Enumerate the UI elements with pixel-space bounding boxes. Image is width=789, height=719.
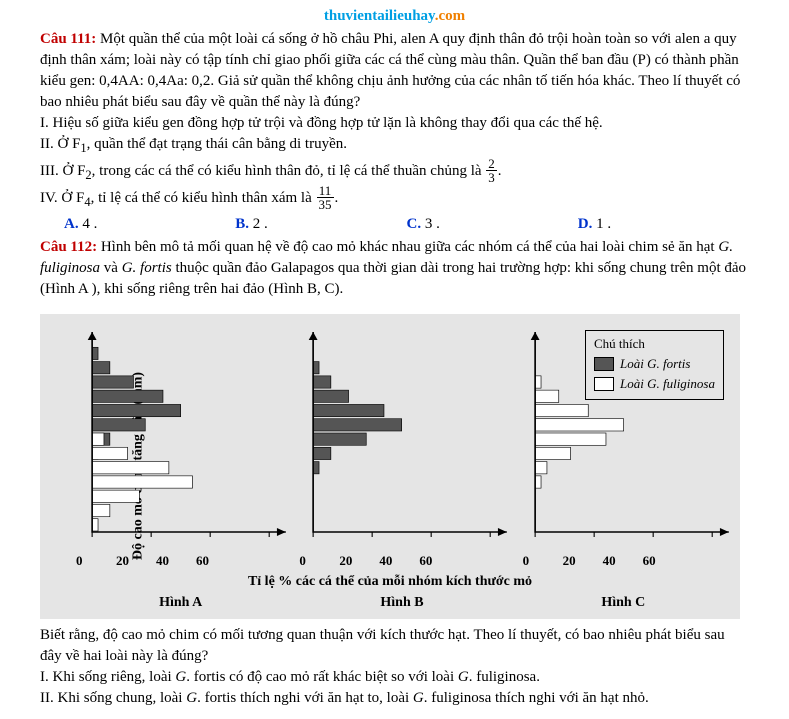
q111-answers: A. 4 . B. 2 . C. 3 . D. 1 . [40, 212, 749, 237]
q111-label: Câu 111: [40, 31, 96, 47]
question-111: Câu 111: Một quần thể của một loài cá số… [40, 29, 749, 113]
page-content: Câu 111: Một quần thể của một loài cá số… [0, 27, 789, 310]
panel-C: Chú thích Loài G. fortis Loài G. fuligin… [513, 322, 734, 552]
caption-B: Hình B [291, 593, 512, 613]
site-name-2: .com [435, 8, 465, 24]
answer-D[interactable]: D. 1 . [578, 214, 749, 235]
answer-A[interactable]: A. 4 . [64, 214, 235, 235]
answer-C[interactable]: C. 3 . [407, 214, 578, 235]
caption-A: Hình A [70, 593, 291, 613]
ticks-B: 0204060 [293, 552, 516, 570]
q111-statement-1: I. Hiệu số giữa kiểu gen đồng hợp tử trộ… [40, 113, 749, 134]
q112-statement-2: II. Khi sống chung, loài G. fortis thích… [40, 688, 749, 709]
legend-box: Chú thích Loài G. fortis Loài G. fuligin… [585, 330, 724, 401]
swatch-light-icon [594, 377, 614, 391]
q111-statement-3: III. Ở F2, trong các cá thể có kiểu hình… [40, 158, 749, 185]
q112-after: Biết rằng, độ cao mỏ chim có mối tương q… [0, 623, 789, 719]
question-112: Câu 112: Hình bên mô tả mối quan hệ về đ… [40, 237, 749, 300]
panel-B [291, 322, 512, 552]
q111-text: Một quần thể của một loài cá sống ở hồ c… [40, 31, 740, 110]
ticks-C: 0204060 [517, 552, 740, 570]
ticks-A: 0204060 [70, 552, 293, 570]
panel-A [70, 322, 291, 552]
x-axis-label: Tỉ lệ % các cá thể của mỗi nhóm kích thư… [40, 572, 740, 594]
site-name-1: thuvientailieuhay [324, 8, 435, 24]
q111-statement-2: II. Ở F1, quần thể đạt trạng thái cân bằ… [40, 134, 749, 158]
legend-fuliginosa: Loài G. fuliginosa [594, 375, 715, 393]
panels-row: Chú thích Loài G. fortis Loài G. fuligin… [40, 314, 740, 552]
fraction-2-3: 23 [486, 157, 497, 184]
q111-statement-4: IV. Ở F4, tỉ lệ cá thể có kiểu hình thân… [40, 185, 749, 212]
legend-fortis: Loài G. fortis [594, 355, 715, 373]
answer-B[interactable]: B. 2 . [235, 214, 406, 235]
q112-label: Câu 112: [40, 239, 97, 255]
panel-captions: Hình A Hình B Hình C [40, 593, 740, 619]
caption-C: Hình C [513, 593, 734, 613]
swatch-dark-icon [594, 357, 614, 371]
fraction-11-35: 1135 [317, 184, 334, 211]
figure-charts: Độ cao mỏ chim tăng dần (mm) Chú thích L… [40, 314, 740, 619]
q112-after-text: Biết rằng, độ cao mỏ chim có mối tương q… [40, 625, 749, 667]
site-header: thuvientailieuhay.com [0, 0, 789, 27]
legend-title: Chú thích [594, 335, 715, 353]
q112-statement-1: I. Khi sống riêng, loài G. fortis có độ … [40, 667, 749, 688]
